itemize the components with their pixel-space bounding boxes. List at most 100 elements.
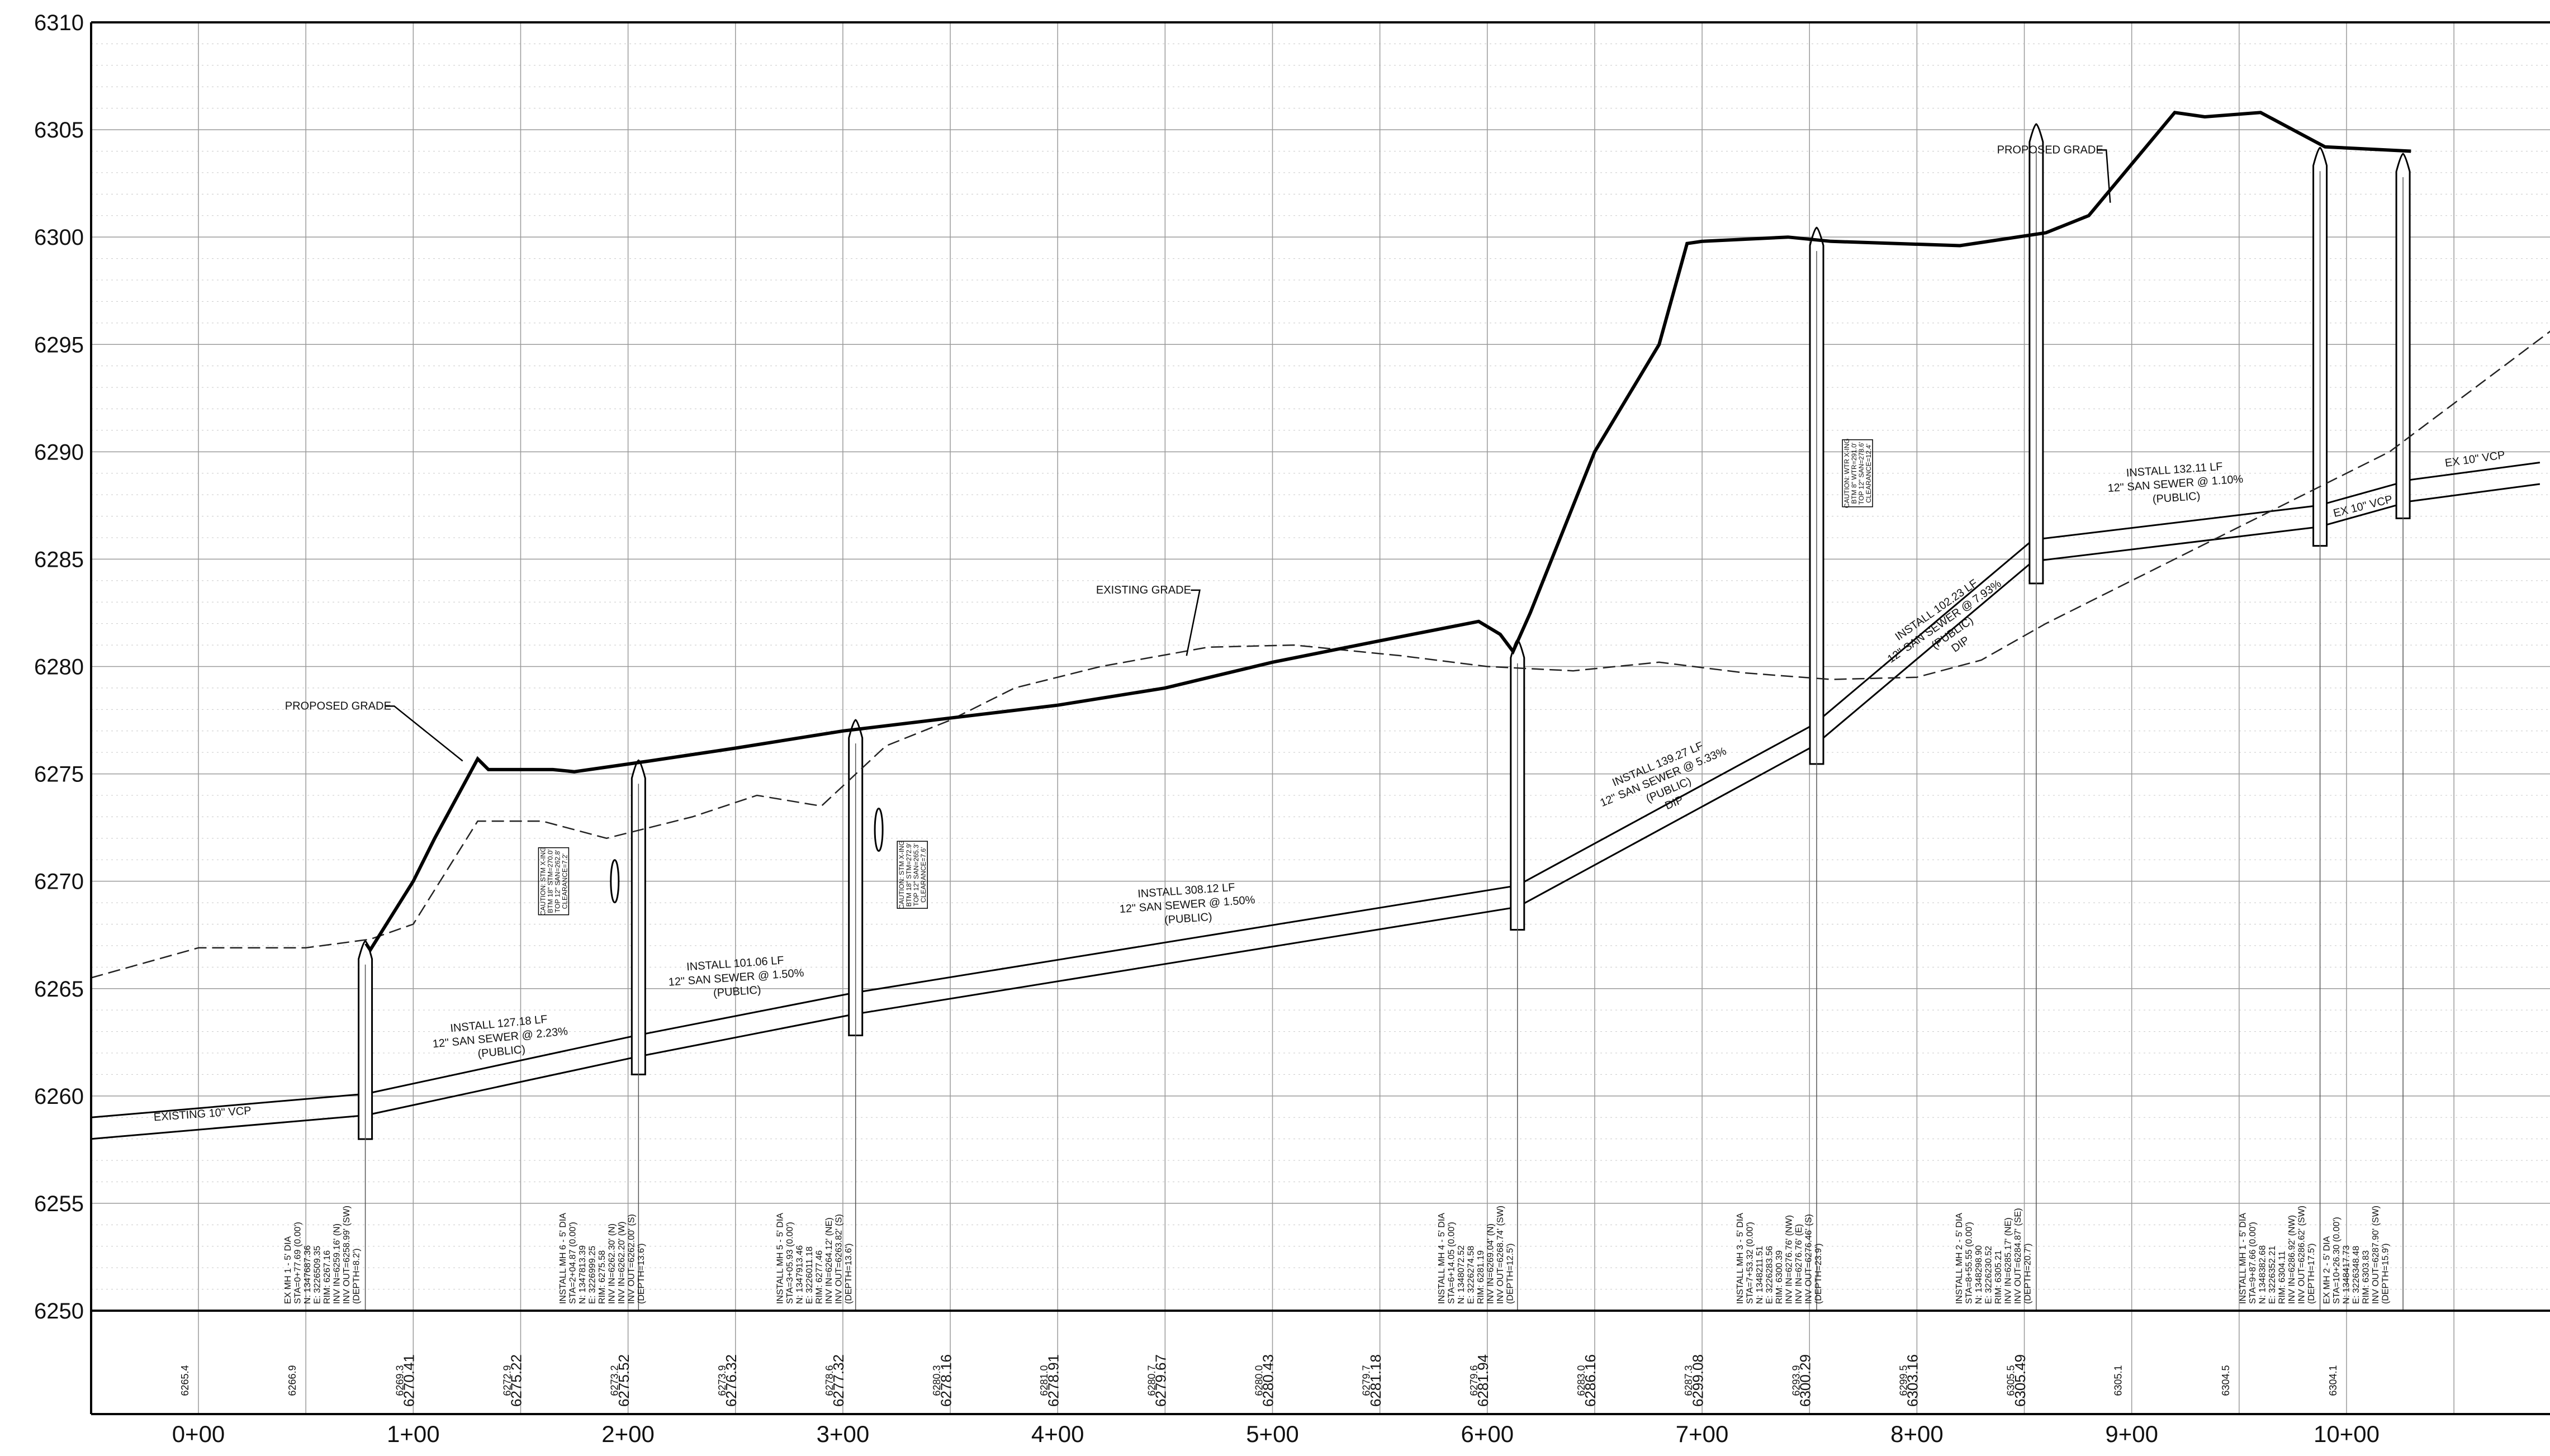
manhole-note-line: INV IN=6276.76' (E): [1794, 1224, 1804, 1304]
band-proposed-elevation: 6279.67: [1153, 1354, 1169, 1407]
manhole-note-line: N: 1347813.39: [578, 1245, 587, 1304]
caution-note-line: BTM 18" STM=272.9': [905, 843, 913, 907]
band-proposed-elevation: 6270.41: [401, 1354, 418, 1407]
band-existing-elevation: 6279.6: [1468, 1365, 1480, 1396]
manhole-note-line: INV IN=6262.30' (N): [608, 1223, 617, 1304]
caution-note-line: CLEARANCE=12.4': [1865, 444, 1873, 503]
manhole-note-line: (DEPTH=8.2'): [352, 1248, 362, 1304]
axes: 6310 6305 6300 6295 6290 6285 6280 6275 6270 6265…: [34, 11, 2550, 1447]
caution-note-line: BTM 8" WTR=291.0': [1850, 443, 1858, 504]
existing-grade-dashed: [91, 330, 2550, 979]
x-tick-label: 5+00: [1246, 1421, 1299, 1447]
manhole-note: EX MH 2 - 5' DIA STA=10+26.30 (0.00') N: 1…: [2322, 1206, 2390, 1304]
manhole-note-line: INV OUT=6268.74' (SW): [1496, 1206, 1505, 1304]
band-proposed-elevation: 6278.16: [937, 1354, 954, 1407]
elevation-band: 6265.4 6266.9 6269.3 6272.9 6273.2 6273.9 6278…: [179, 1354, 2339, 1407]
manhole-note-line: (DEPTH=23.9'): [1814, 1244, 1823, 1304]
caution-note-line: CAUTION: STM X-ING: [539, 847, 547, 916]
manhole-note-line: STA=6+14.05 (0.00'): [1447, 1222, 1456, 1304]
band-proposed-elevation: 6280.43: [1260, 1354, 1277, 1407]
caution-note-line: CAUTION: WTR X-ING: [1843, 438, 1851, 508]
x-tick-label: 6+00: [1461, 1421, 1514, 1447]
band-proposed-elevation: 6299.08: [1689, 1354, 1706, 1407]
manhole-note-line: E: 3226509.35: [313, 1246, 323, 1304]
manhole-note: INSTALL MH 5 - 5' DIA STA=3+05.93 (0.00')…: [775, 1213, 854, 1304]
x-tick-label: 0+00: [172, 1421, 225, 1447]
caution-note-line: CLEARANCE=7.6': [919, 847, 927, 902]
manhole-note-line: INV OUT=6262.00' (S): [627, 1214, 637, 1304]
manhole-note-line: (DEPTH=13.6'): [637, 1244, 646, 1304]
manhole-note-line: INV IN=6264.12' (NE): [824, 1217, 834, 1304]
caution-note-line: BTM 18" STM=270.0': [546, 850, 554, 913]
manhole-note-line: (DEPTH=17.5'): [2307, 1244, 2316, 1304]
y-tick-label: 6310: [34, 11, 84, 35]
y-tick-label: 6255: [34, 1192, 84, 1216]
manhole-note: INSTALL MH 3 - 5' DIA STA=7+53.32 (0.00')…: [1736, 1213, 1823, 1304]
y-tick-label: 6265: [34, 977, 84, 1002]
manhole-note-line: INV IN=6269.04' (N): [1486, 1223, 1495, 1304]
band-existing-elevation: 6272.9: [501, 1365, 513, 1396]
manhole-note-line: (DEPTH=15.9'): [2381, 1244, 2390, 1304]
manhole-note-line: STA=0+77.69 (0.00'): [293, 1222, 303, 1304]
grade-label: PROPOSED GRADE: [285, 700, 391, 712]
band-proposed-elevation: 6278.91: [1045, 1354, 1061, 1407]
band-proposed-elevation: 6281.18: [1367, 1354, 1384, 1407]
pipe-invert-line: [91, 483, 2540, 1140]
band-existing-elevation: 6273.2: [609, 1365, 620, 1396]
x-tick-label: 10+00: [2314, 1421, 2380, 1447]
manhole-note-line: RIM: 6277.46: [814, 1250, 824, 1304]
storm-crossing-ellipse: [610, 859, 620, 904]
band-existing-elevation: 6269.3: [394, 1365, 405, 1396]
band-proposed-elevation: 6281.94: [1475, 1354, 1491, 1407]
manhole-note-line: INSTALL MH 6 - 5' DIA: [558, 1213, 568, 1304]
band-existing-elevation: 6283.0: [1576, 1365, 1587, 1396]
manhole-note-line: INV IN=6286.92' (NW): [2287, 1215, 2297, 1304]
manhole-note-line: INV IN=6276.76' (NW): [1785, 1215, 1794, 1304]
band-existing-elevation: 6281.0: [1039, 1365, 1050, 1396]
manhole-note-line: INSTALL MH 1 - 5' DIA: [2238, 1213, 2248, 1304]
manhole-note-line: STA=2+04.87 (0.00'): [568, 1222, 578, 1304]
band-existing-elevation: 6304.5: [2220, 1365, 2231, 1396]
band-existing-elevation: 6266.9: [287, 1365, 298, 1396]
caution-note-box: [538, 847, 570, 916]
band-existing-elevation: 6280.0: [1254, 1365, 1265, 1396]
band-existing-elevation: 6273.9: [717, 1365, 728, 1396]
utility-crossings: [610, 807, 884, 904]
manhole-note-line: STA=8+55.55 (0.00'): [1965, 1222, 1974, 1304]
grade-label-leader: [385, 705, 463, 762]
band-existing-elevation: 6299.5: [1898, 1365, 1909, 1396]
manhole-note-line: INSTALL MH 2 - 5' DIA: [1955, 1213, 1964, 1304]
manhole-note-line: (DEPTH=20.7'): [2023, 1244, 2033, 1304]
manhole-note-line: RIM: 6300.39: [1775, 1250, 1784, 1304]
manhole-note-line: (DEPTH=13.6'): [844, 1244, 854, 1304]
band-existing-elevation: 6279.7: [1361, 1365, 1372, 1396]
band-existing-elevation: 6265.4: [179, 1365, 191, 1396]
caution-note-line: TOP 12" SAN=262.8': [553, 850, 561, 913]
manhole-note-line: RIM: 6267.16: [323, 1250, 332, 1304]
manhole-note-line: STA=10+26.30 (0.00'): [2332, 1217, 2342, 1304]
manhole-note-line: RIM: 6305.21: [1994, 1250, 2003, 1304]
manhole-note: INSTALL MH 4 - 5' DIA STA=6+14.05 (0.00')…: [1437, 1206, 1515, 1304]
x-tick-label: 2+00: [601, 1421, 655, 1447]
manhole-note-line: INV IN=6262.20' (W): [617, 1221, 627, 1304]
band-proposed-elevation: 6276.32: [723, 1354, 740, 1407]
band-existing-elevation: 6305.1: [2113, 1365, 2124, 1396]
band-proposed-elevation: 6275.52: [615, 1354, 632, 1407]
manhole-note-line: N: 1348417.73: [2342, 1245, 2351, 1304]
manhole-note-line: N: 1348382.68: [2258, 1245, 2267, 1304]
caution-note-box: [897, 841, 928, 909]
band-proposed-elevation: 6275.22: [508, 1354, 525, 1407]
manhole-note-line: INSTALL MH 5 - 5' DIA: [775, 1213, 785, 1304]
x-tick-label: 8+00: [1890, 1421, 1944, 1447]
manhole-note-line: EX MH 2 - 5' DIA: [2322, 1236, 2331, 1304]
manhole-note-line: E: 3226283.56: [1765, 1246, 1775, 1304]
band-existing-elevation: 6280.7: [1146, 1365, 1157, 1396]
grade-label-leader: [2097, 149, 2111, 203]
manhole-note: INSTALL MH 6 - 5' DIA STA=2+04.87 (0.00')…: [558, 1213, 646, 1304]
manhole-note-line: STA=3+05.93 (0.00'): [785, 1222, 795, 1304]
band-existing-elevation: 6293.9: [1790, 1365, 1802, 1396]
grade-label-leader: [1186, 589, 1201, 656]
y-tick-label: 6260: [34, 1084, 84, 1109]
manhole-note-line: INSTALL MH 3 - 5' DIA: [1736, 1213, 1745, 1304]
